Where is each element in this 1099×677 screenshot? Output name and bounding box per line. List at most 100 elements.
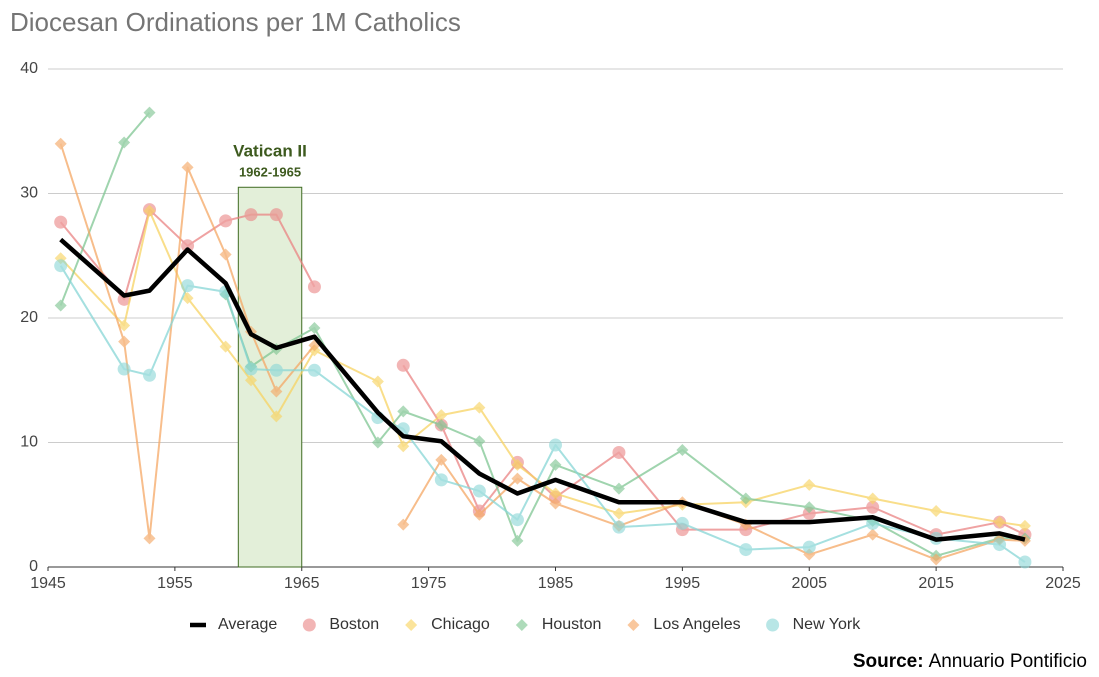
point [511,534,524,547]
series-line [59,209,1026,527]
y-tick-label: 30 [20,185,38,202]
x-tick-label: 2025 [1045,575,1081,592]
point [473,401,486,414]
legend-label: Los Angeles [653,616,740,633]
point [1018,519,1031,532]
point [181,239,195,253]
source-label: Source: [853,651,924,672]
point [307,363,321,377]
point [181,161,194,174]
point [118,319,131,332]
point [54,137,67,150]
point [802,506,816,520]
legend-swatch [515,619,528,631]
point [143,532,156,545]
point [219,248,232,261]
series [54,106,1031,562]
point [143,368,156,382]
point [396,358,410,372]
point [435,419,448,432]
point [802,540,816,554]
point [397,518,410,531]
point [803,501,816,514]
point [219,214,233,228]
point [397,405,410,418]
point [269,208,283,222]
x-tick-label: 1985 [538,575,574,592]
point [675,516,689,530]
annotation-subtitle: 1962-1965 [239,164,301,179]
x-tick-label: 1995 [665,575,701,592]
point [307,280,321,294]
series-line [59,111,1025,557]
x-tick-label: 2005 [791,575,827,592]
legend-swatch [405,619,418,631]
point [930,504,943,517]
y-tick-label: 20 [20,309,38,326]
point [549,497,562,510]
y-tick-label: 40 [20,60,38,77]
source: Source: Annuario Pontificio [853,651,1087,672]
point [612,507,625,520]
point [803,478,816,491]
point [181,279,195,293]
point [473,508,486,521]
point [143,204,156,217]
series [54,204,1031,532]
point [612,482,625,495]
point [549,438,562,452]
point [676,443,689,456]
point [549,487,562,500]
series-line [59,265,1026,563]
x-tick-label: 1965 [284,575,320,592]
point [54,299,67,312]
series-line [59,143,1025,561]
point [270,410,283,423]
point [866,500,880,514]
point [118,136,131,149]
point [739,492,752,505]
point [866,528,879,541]
point [269,363,283,377]
point [549,458,562,471]
legend-label: Boston [329,616,379,633]
point [993,516,1006,529]
legend-swatch [302,618,316,632]
point [244,362,258,376]
legend-label: New York [793,616,862,633]
legend-swatch [627,619,640,631]
point [993,538,1007,552]
point [117,362,131,376]
legend-label: Average [218,616,277,633]
point [866,492,879,505]
point [434,473,448,487]
annotation-title: Vatican II [233,141,307,160]
point [511,472,524,485]
chart-title: Diocesan Ordinations per 1M Catholics [10,7,461,37]
point [612,520,626,534]
point [244,208,258,222]
point [270,385,283,398]
point [118,335,131,348]
point [473,435,486,448]
point [510,513,524,527]
source-text: Annuario Pontificio [929,651,1087,672]
y-tick-label: 10 [20,434,38,451]
series [59,237,1026,542]
point [219,340,232,353]
point [435,409,448,422]
point [511,458,524,471]
point [54,259,68,273]
x-tick-label: 2015 [918,575,954,592]
x-tick-label: 1955 [157,575,193,592]
legend-label: Houston [542,616,602,633]
x-tick-label: 1945 [30,575,66,592]
point [397,440,410,453]
point [739,543,753,557]
legend-label: Chicago [431,616,490,633]
point [612,445,626,459]
point [435,453,448,466]
point [930,553,943,566]
y-tick-label: 0 [29,558,38,575]
